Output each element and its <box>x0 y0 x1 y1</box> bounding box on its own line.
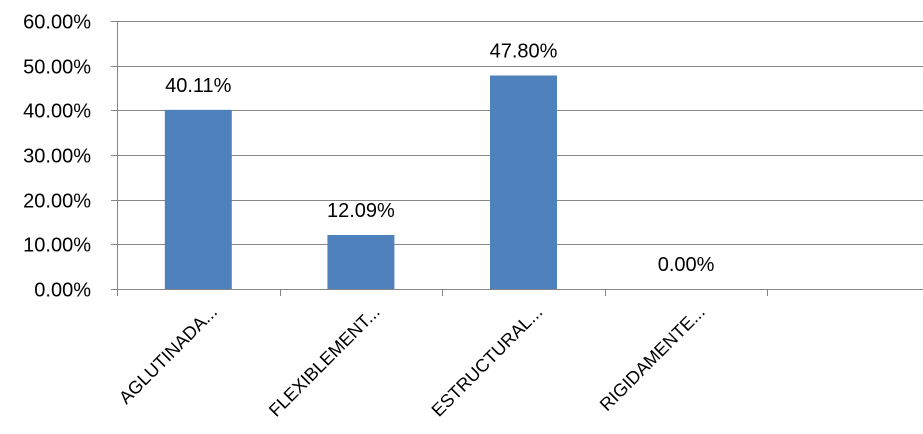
category-label: FLEXIBLEMENT... <box>265 302 384 421</box>
category-label: ESTRUCTURAL... <box>428 302 547 421</box>
category-label: AGLUTINADA... <box>115 302 221 408</box>
y-tick-label: 20.00% <box>23 191 91 213</box>
y-tick-label: 60.00% <box>23 12 91 34</box>
data-label: 0.00% <box>658 254 715 276</box>
bar <box>164 109 232 289</box>
y-tick-label: 50.00% <box>23 57 91 79</box>
data-label: 47.80% <box>490 40 558 62</box>
y-tick-label: 10.00% <box>23 235 91 257</box>
labels: 0.00% 10.00% 20.00% 30.00% 40.00% 50.00% 60.00… <box>23 12 715 421</box>
category-label: RIGIDAMENTE... <box>596 302 709 415</box>
data-label: 12.09% <box>327 200 395 222</box>
y-tick-label: 0.00% <box>34 280 91 302</box>
y-tick-label: 40.00% <box>23 101 91 123</box>
bar <box>327 234 395 289</box>
data-label: 40.11% <box>165 75 232 97</box>
axes <box>111 21 923 296</box>
bar <box>490 75 557 289</box>
bars <box>164 75 557 289</box>
y-tick-label: 30.00% <box>23 146 91 168</box>
